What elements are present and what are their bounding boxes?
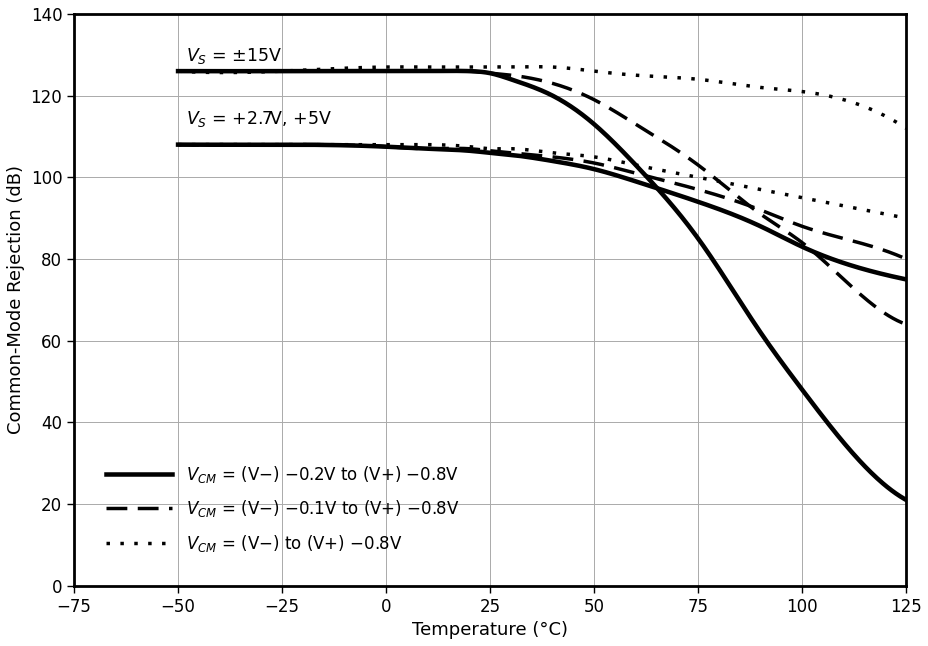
X-axis label: Temperature (°C): Temperature (°C)	[412, 621, 568, 639]
Text: $V_S$ = $\pm$15V: $V_S$ = $\pm$15V	[187, 46, 282, 66]
Legend: $V_{CM}$ = (V−) −0.2V to (V+) −0.8V, $V_{CM}$ = (V−) −0.1V to (V+) −0.8V, $V_{CM: $V_{CM}$ = (V−) −0.2V to (V+) −0.8V, $V_…	[99, 457, 466, 560]
Y-axis label: Common-Mode Rejection (dB): Common-Mode Rejection (dB)	[6, 165, 25, 434]
Text: $V_S$ = +2.7V, +5V: $V_S$ = +2.7V, +5V	[187, 109, 332, 129]
